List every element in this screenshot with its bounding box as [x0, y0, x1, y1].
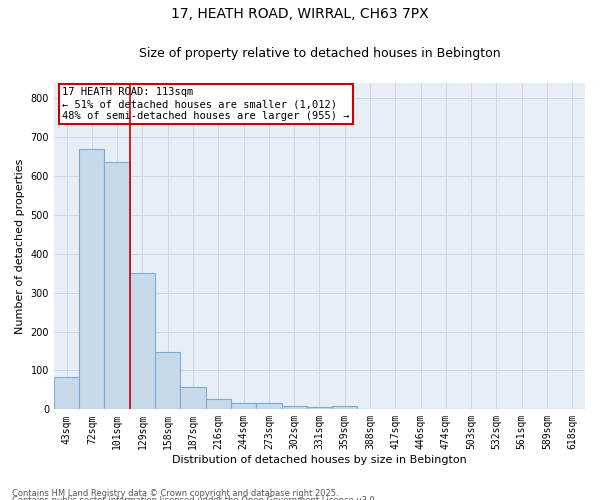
- Text: 17 HEATH ROAD: 113sqm
← 51% of detached houses are smaller (1,012)
48% of semi-d: 17 HEATH ROAD: 113sqm ← 51% of detached …: [62, 88, 349, 120]
- Y-axis label: Number of detached properties: Number of detached properties: [15, 158, 25, 334]
- Bar: [104, 162, 130, 410]
- X-axis label: Distribution of detached houses by size in Bebington: Distribution of detached houses by size …: [172, 455, 467, 465]
- Bar: [79, 148, 104, 410]
- Bar: [307, 408, 332, 410]
- Bar: [256, 404, 281, 409]
- Bar: [332, 406, 358, 409]
- Text: 17, HEATH ROAD, WIRRAL, CH63 7PX: 17, HEATH ROAD, WIRRAL, CH63 7PX: [171, 8, 429, 22]
- Bar: [130, 273, 155, 409]
- Bar: [155, 352, 181, 410]
- Bar: [231, 402, 256, 409]
- Title: Size of property relative to detached houses in Bebington: Size of property relative to detached ho…: [139, 48, 500, 60]
- Bar: [54, 377, 79, 410]
- Bar: [281, 406, 307, 409]
- Text: Contains public sector information licensed under the Open Government Licence v3: Contains public sector information licen…: [12, 496, 377, 500]
- Bar: [206, 399, 231, 409]
- Bar: [181, 387, 206, 409]
- Text: Contains HM Land Registry data © Crown copyright and database right 2025.: Contains HM Land Registry data © Crown c…: [12, 488, 338, 498]
